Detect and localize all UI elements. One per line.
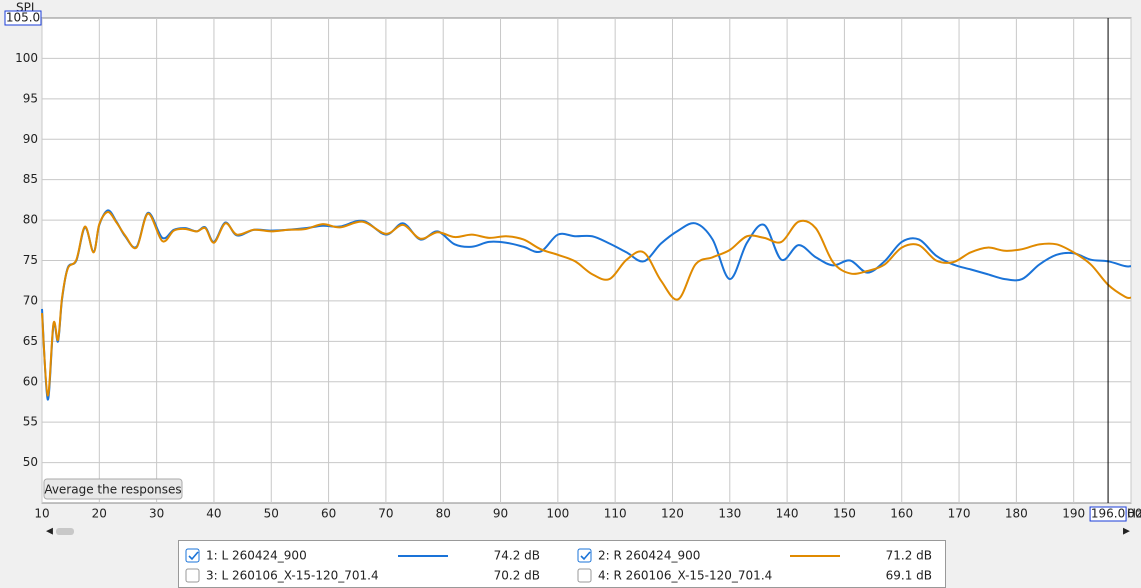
- x-unit: Hz: [1127, 507, 1141, 521]
- cursor-label: 196.0: [1091, 507, 1125, 521]
- x-tick-label: 50: [264, 507, 279, 521]
- x-tick-label: 90: [493, 507, 508, 521]
- legend-panel: [178, 540, 946, 588]
- legend-checkbox[interactable]: [577, 568, 592, 583]
- cursor-box: [1089, 506, 1127, 522]
- legend-checkbox[interactable]: [185, 548, 200, 563]
- x-tick-label: 190: [1062, 507, 1085, 521]
- legend-check: [188, 551, 199, 561]
- y-tick-label: 95: [23, 91, 38, 105]
- x-tick-label: 150: [833, 507, 856, 521]
- y-top-box: [4, 10, 42, 26]
- legend-name: 3: L 260106_X-15-120_701.4: [206, 569, 379, 583]
- y-tick-label: 70: [23, 293, 38, 307]
- x-tick-label: 10: [34, 507, 49, 521]
- scroll-left[interactable]: ◀: [46, 527, 53, 537]
- x-tick-label: 110: [604, 507, 627, 521]
- y-tick-label: 60: [23, 374, 38, 388]
- legend-readout: 70.2 dB: [494, 569, 540, 583]
- y-tick-label: 50: [23, 455, 38, 469]
- legend-name: 4: R 260106_X-15-120_701.4: [598, 569, 772, 583]
- x-tick-label: 20: [92, 507, 107, 521]
- x-tick-label: 80: [436, 507, 451, 521]
- legend-checkbox[interactable]: [185, 568, 200, 583]
- average-button[interactable]: [43, 478, 183, 500]
- x-tick-label: 100: [546, 507, 569, 521]
- y-tick-label: 100: [15, 51, 38, 65]
- legend-name: 1: L 260424_900: [206, 549, 307, 563]
- legend-readout: 69.1 dB: [886, 569, 932, 583]
- x-tick-label: 60: [321, 507, 336, 521]
- y-tick-label: 65: [23, 334, 38, 348]
- x-tick-label: 40: [206, 507, 221, 521]
- scrollbar[interactable]: [0, 524, 1141, 538]
- x-tick-label: 30: [149, 507, 164, 521]
- legend-readout: 74.2 dB: [494, 549, 540, 563]
- scroll-thumb[interactable]: [56, 528, 74, 535]
- legend-name: 2: R 260424_900: [598, 549, 700, 563]
- average-button-label[interactable]: Average the responses: [44, 483, 181, 497]
- y-tick-label: 55: [23, 415, 38, 429]
- x-tick-label: 180: [1005, 507, 1028, 521]
- response-line: [41, 211, 1132, 397]
- x-tick-label: 170: [948, 507, 971, 521]
- y-tick-label: 90: [23, 132, 38, 146]
- x-tick-label: 130: [718, 507, 741, 521]
- y-tick-label: 85: [23, 172, 38, 186]
- y-top-label: 105.0: [6, 11, 40, 25]
- x-tick-label: 120: [661, 507, 684, 521]
- y-tick-label: 80: [23, 213, 38, 227]
- legend-checkbox[interactable]: [577, 548, 592, 563]
- x-tick-label: 140: [776, 507, 799, 521]
- x-tick-label: 160: [890, 507, 913, 521]
- y-tick-label: 75: [23, 253, 38, 267]
- legend-readout: 71.2 dB: [886, 549, 932, 563]
- legend-check: [580, 551, 591, 561]
- scroll-right[interactable]: ▶: [1123, 527, 1130, 537]
- x-tick-label: 70: [378, 507, 393, 521]
